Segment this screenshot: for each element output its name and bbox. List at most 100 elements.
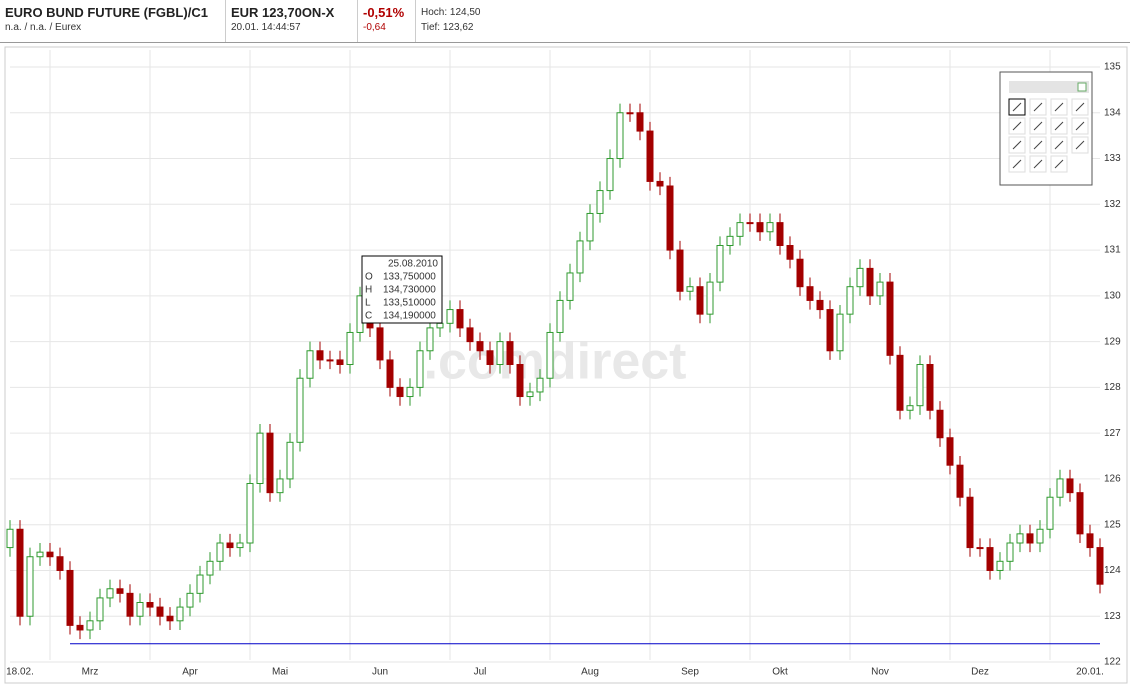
candle-body [696, 286, 704, 315]
candle-body [106, 588, 114, 599]
candle-body [586, 212, 594, 242]
candle-body [956, 464, 964, 498]
candle-body [96, 597, 104, 622]
change-percent: -0,51% [363, 5, 405, 20]
tooltip-date: 25.08.2010 [388, 259, 438, 270]
tool-icon [1075, 121, 1085, 131]
candle-body [766, 222, 774, 233]
candle-body [506, 341, 514, 366]
candle-body [1056, 478, 1064, 498]
candle-body [1046, 496, 1054, 530]
x-tick-label: Mrz [82, 667, 99, 678]
y-tick-label: 126 [1104, 474, 1121, 485]
candle-body [266, 432, 274, 494]
x-tick-label: Jun [372, 667, 388, 678]
y-tick-label: 130 [1104, 290, 1121, 301]
y-tick-label: 122 [1104, 657, 1121, 668]
tooltip-box [361, 255, 443, 324]
candle-body [606, 158, 614, 192]
price: EUR 123,70ON-X [231, 5, 335, 20]
candle-body [556, 299, 564, 333]
candle-body [456, 309, 464, 329]
tooltip-value: 133,510000 [383, 298, 436, 309]
chart-frame [4, 46, 1128, 684]
candle-body [1066, 478, 1074, 494]
candle-body [186, 592, 194, 608]
candle-body [286, 441, 294, 480]
x-tick-label: Dez [971, 667, 989, 678]
instrument-title: EURO BUND FUTURE (FGBL)/C1 [5, 5, 208, 20]
tooltip: 25.08.2010 O 133,750000 H 134,730000 L 133,51… [361, 255, 443, 324]
candle-body [706, 281, 714, 315]
candle-body [996, 560, 1004, 571]
candle-body [126, 592, 134, 617]
candle-body [466, 327, 474, 343]
candle-body [1026, 533, 1034, 544]
candle-body [216, 542, 224, 562]
toolbar-close[interactable] [1077, 82, 1087, 92]
y-tick-label: 132 [1104, 199, 1121, 210]
y-tick-label: 127 [1104, 428, 1121, 439]
x-tick-label: 20.01. [1076, 667, 1104, 678]
candle-body [246, 483, 254, 544]
candle-body [986, 547, 994, 571]
candle-body [806, 286, 814, 301]
candle-body [316, 350, 324, 361]
candle-body [1016, 533, 1024, 544]
candle-body [856, 267, 864, 288]
candle-body [56, 556, 64, 571]
candle-body [496, 341, 504, 366]
candle-body [826, 309, 834, 352]
candle-body [966, 496, 974, 549]
candle-body [86, 620, 94, 631]
toolbar-tools [1008, 98, 1089, 173]
candle-body [6, 528, 14, 549]
candle-body [236, 542, 244, 549]
candle-body [846, 286, 854, 315]
tool-icon [1075, 140, 1085, 150]
candle-body [946, 437, 954, 466]
candle-body [686, 286, 694, 292]
tool-icon [1054, 102, 1064, 112]
candle-body [486, 350, 494, 365]
y-tick-label: 129 [1104, 336, 1121, 347]
tool-icon [1033, 159, 1043, 169]
x-tick-label: 18.02. [6, 667, 34, 678]
candle-body [1096, 547, 1104, 585]
chart: .comdirect 122 123 124 125 126 127 128 129 130 13… [4, 46, 1128, 684]
tooltip-label: H [365, 285, 372, 296]
candle-body [836, 313, 844, 352]
candle-body [596, 190, 604, 214]
x-tick-label: Okt [772, 667, 788, 678]
candle-body [156, 606, 164, 617]
candle-body [896, 354, 904, 411]
tooltip-value: 134,190000 [383, 311, 436, 322]
x-tick-label: Jul [474, 667, 487, 678]
range-cell: Hoch: 124,50 Tief: 123,62 [416, 0, 496, 42]
candle-body [226, 542, 234, 549]
candle-body [196, 574, 204, 594]
candle-body [116, 588, 124, 594]
candle-body [386, 359, 394, 388]
candle-body [396, 386, 404, 398]
candle-body [296, 377, 304, 443]
tool-icon [1054, 140, 1064, 150]
instrument-cell: EURO BUND FUTURE (FGBL)/C1 n.a. / n.a. /… [0, 0, 226, 42]
grid: 122 123 124 125 126 127 128 129 130 131 132 133 134 1… [6, 62, 1121, 678]
candle-body [176, 606, 184, 622]
candle-body [1036, 528, 1044, 544]
candle-body [546, 331, 554, 379]
candle-body [26, 556, 34, 617]
x-tick-label: Mai [272, 667, 288, 678]
candle-body [406, 386, 414, 398]
tooltip-label: L [365, 298, 371, 309]
candle-body [656, 180, 664, 187]
candle-body [146, 602, 154, 608]
day-low: Tief: 123,62 [421, 22, 474, 33]
tool-icon [1033, 140, 1043, 150]
candle-body [36, 551, 44, 558]
candle-body [786, 245, 794, 260]
toolbar-handle [1009, 81, 1089, 93]
tool-icon [1033, 102, 1043, 112]
candle-body [256, 432, 264, 484]
